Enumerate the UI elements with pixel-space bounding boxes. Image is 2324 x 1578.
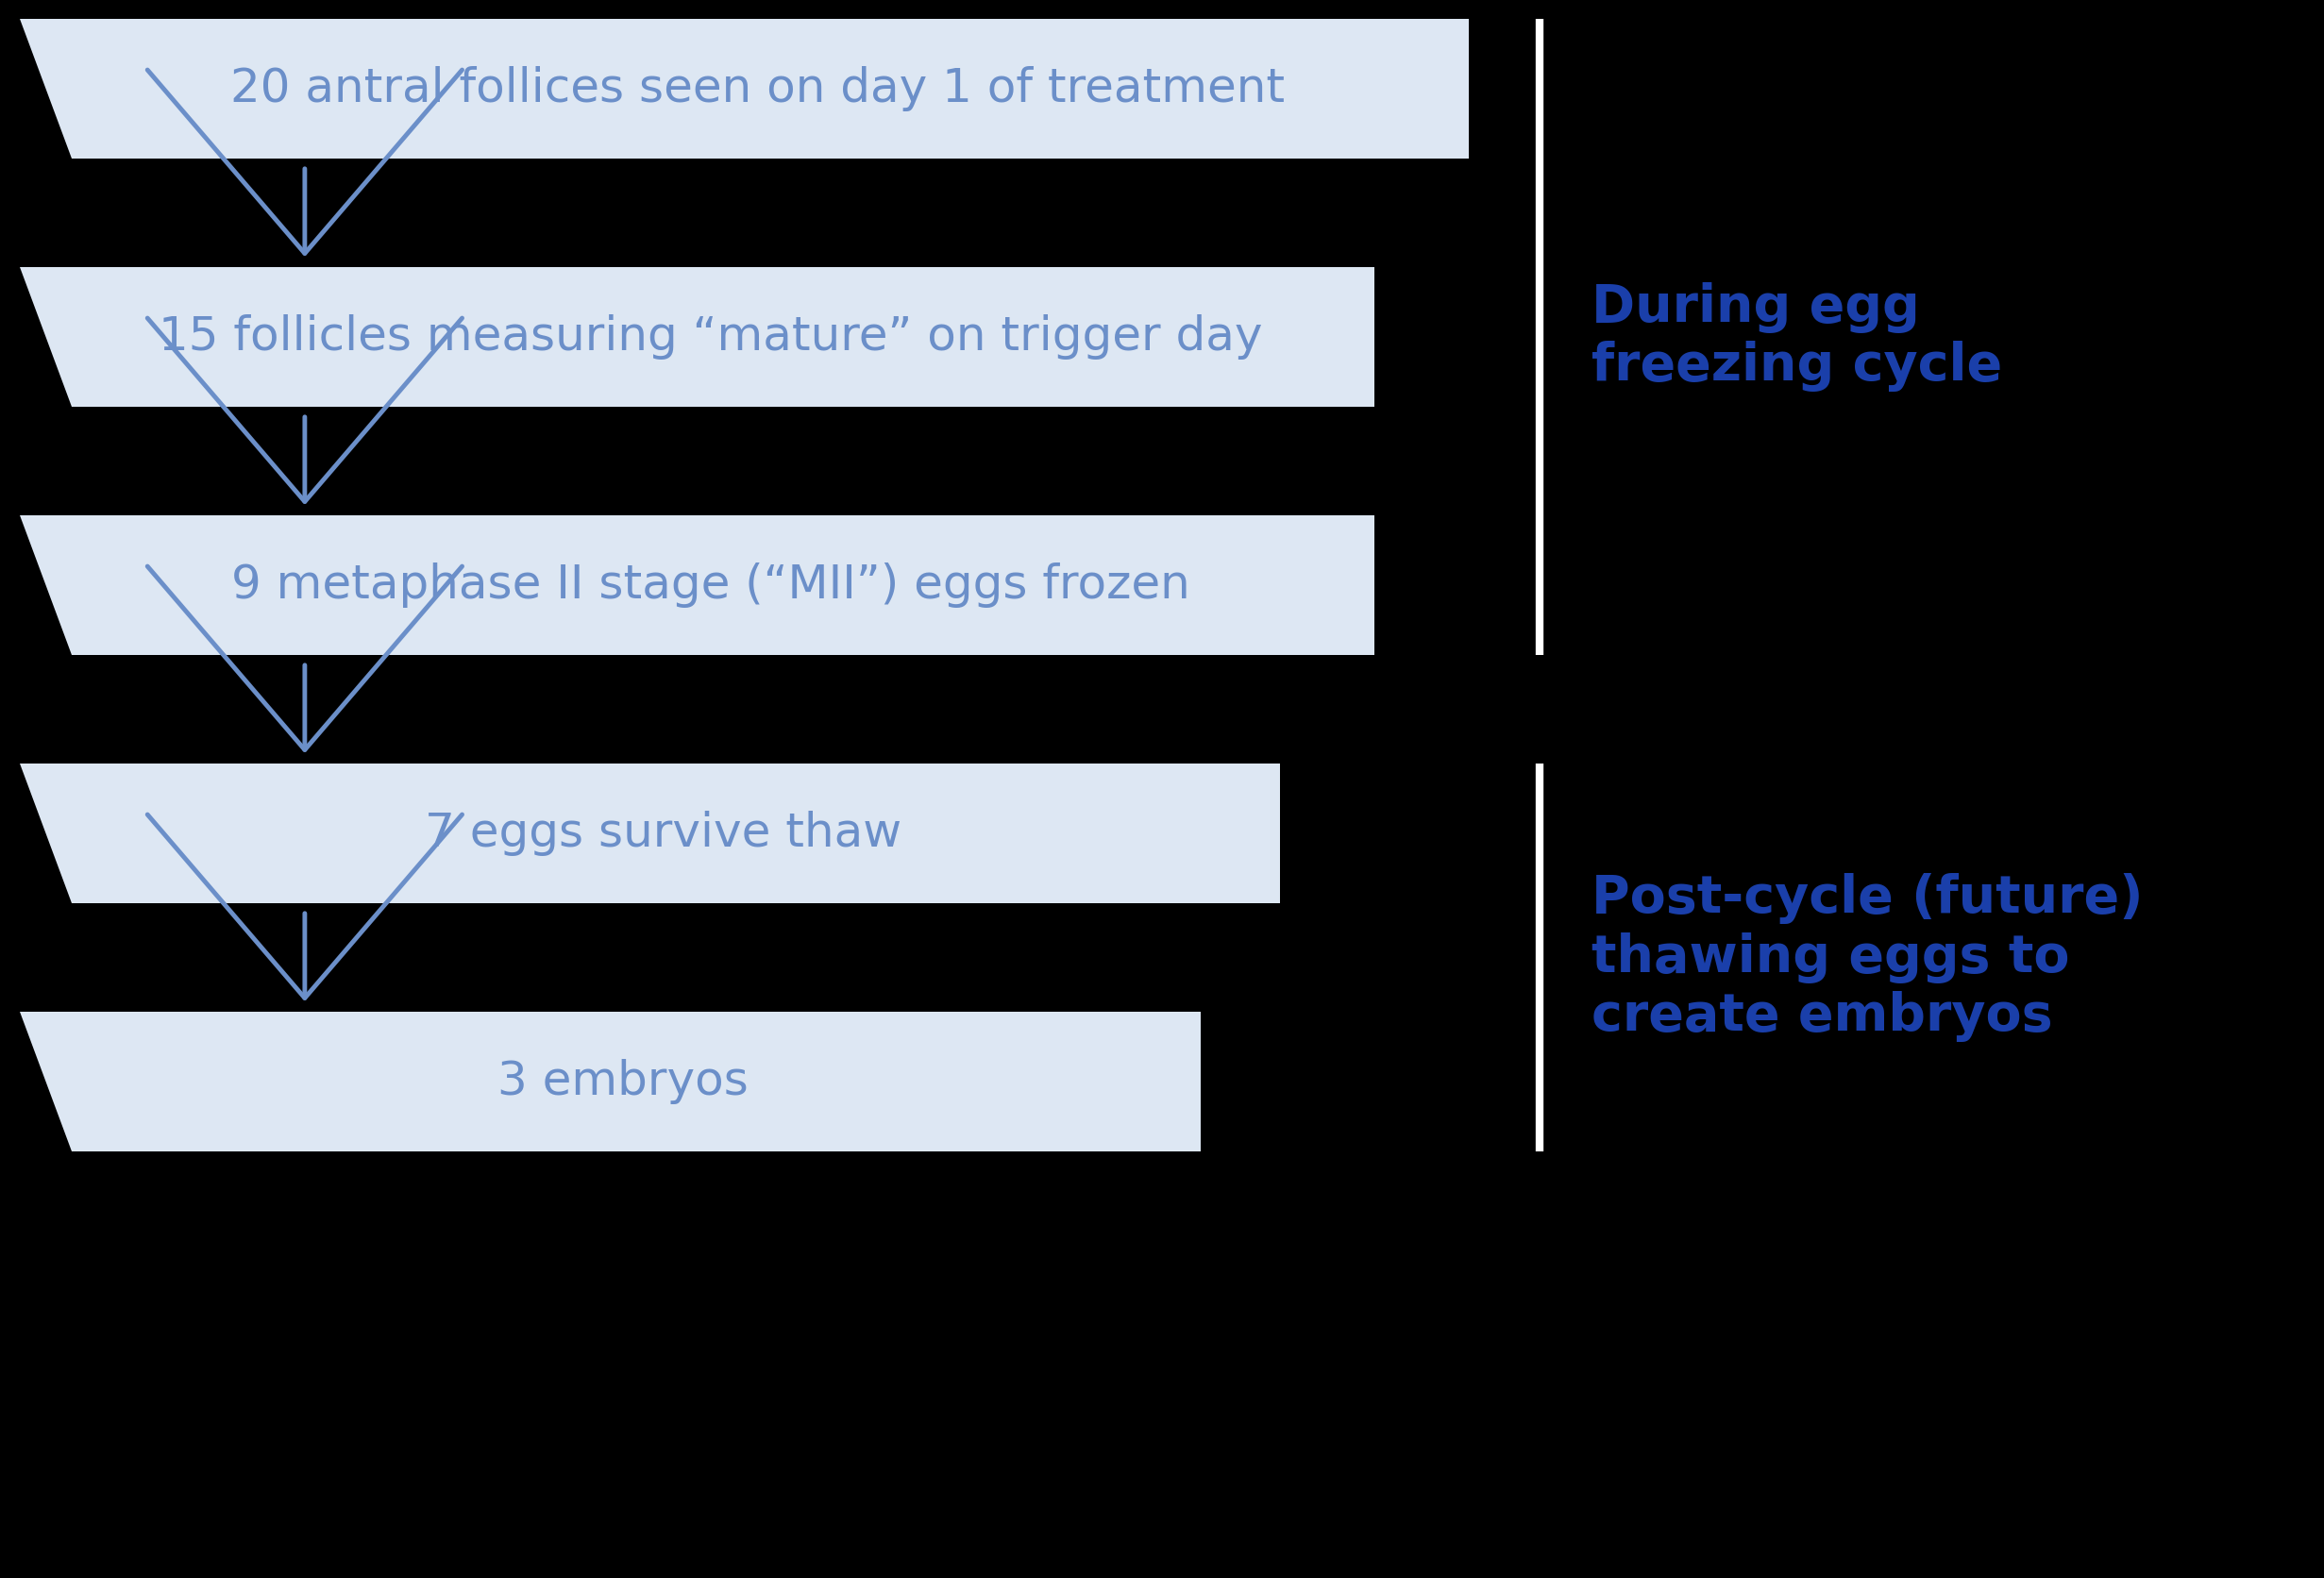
- Polygon shape: [21, 764, 1281, 903]
- Text: 15 follicles measuring “mature” on trigger day: 15 follicles measuring “mature” on trigg…: [158, 314, 1262, 360]
- Polygon shape: [21, 267, 1376, 407]
- Text: During egg
freezing cycle: During egg freezing cycle: [1592, 282, 2003, 391]
- Polygon shape: [21, 19, 1469, 158]
- Text: 3 embryos: 3 embryos: [497, 1059, 748, 1105]
- Text: 20 antral follices seen on day 1 of treatment: 20 antral follices seen on day 1 of trea…: [230, 66, 1285, 112]
- Polygon shape: [21, 516, 1376, 655]
- Text: Post-cycle (future)
thawing eggs to
create embryos: Post-cycle (future) thawing eggs to crea…: [1592, 873, 2143, 1041]
- Text: 9 metaphase II stage (“MII”) eggs frozen: 9 metaphase II stage (“MII”) eggs frozen: [230, 562, 1190, 608]
- Text: 7 eggs survive thaw: 7 eggs survive thaw: [425, 811, 902, 855]
- Polygon shape: [21, 1011, 1199, 1152]
